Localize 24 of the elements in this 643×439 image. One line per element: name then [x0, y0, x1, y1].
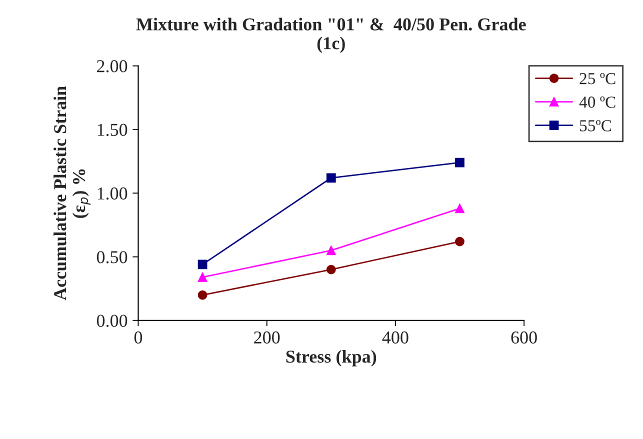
y-tick-label: 1.00	[98, 187, 128, 200]
chart-title: Mixture with Gradation "01" & 40/50 Pen. Grade (1c)	[136, 18, 526, 54]
point	[455, 204, 464, 214]
point	[198, 290, 208, 300]
y-tick-label: 1.50	[98, 124, 128, 136]
point	[326, 173, 336, 183]
point	[455, 158, 464, 168]
point	[455, 236, 464, 246]
point	[326, 246, 336, 256]
y-tick-label: 2.00	[97, 60, 128, 72]
x-tick-label: 400	[382, 331, 408, 344]
point	[198, 272, 208, 282]
legend-label: 55ºC	[580, 120, 612, 132]
legend-label: 25 ºC	[580, 73, 616, 84]
x-tick-label: 0	[134, 331, 142, 344]
point	[326, 264, 336, 274]
x-tick-label: 600	[511, 331, 537, 344]
x-tick-label: 200	[254, 331, 280, 344]
point	[198, 260, 208, 270]
y-tick-label: 0.00	[96, 314, 128, 327]
y-axis-title: Accumulative Plastic Strain (ε$_{p}$) %	[54, 86, 91, 300]
y-tick-label: 0.50	[96, 251, 128, 264]
legend-label: 40 ºC	[579, 96, 616, 108]
x-axis-title: Stress (kpa)	[286, 350, 376, 366]
